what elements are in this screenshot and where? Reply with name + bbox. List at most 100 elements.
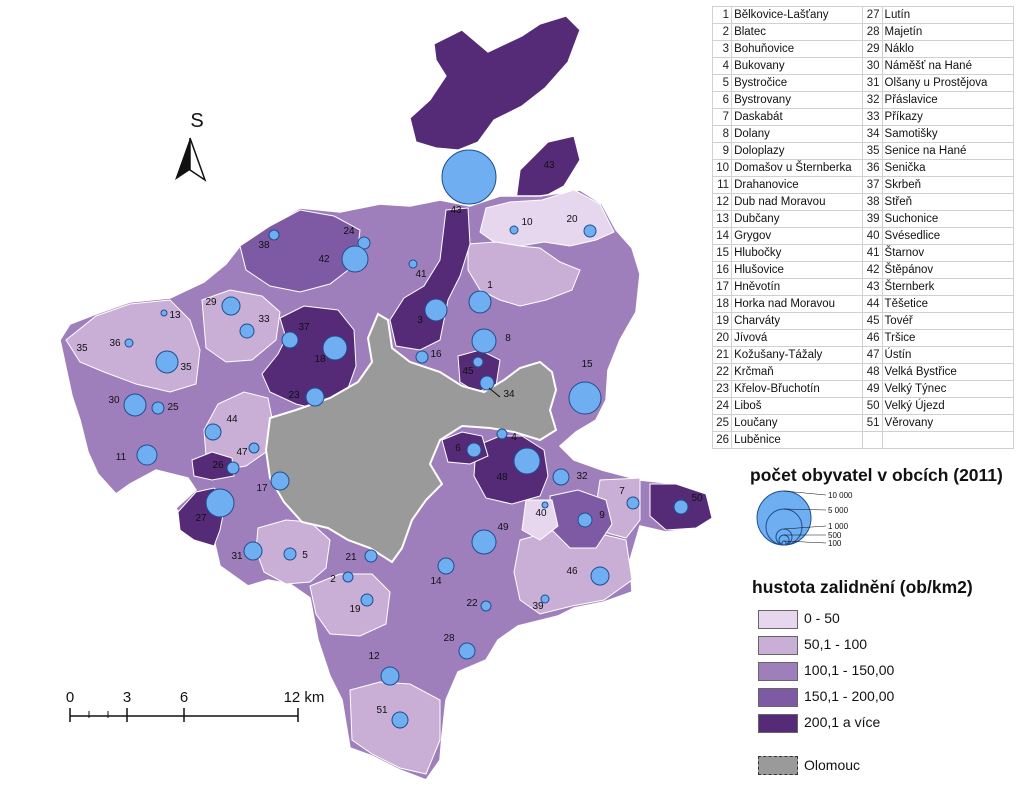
municipality-name: Olšany u Prostějova — [881, 74, 1015, 92]
pop-circle-32 — [552, 468, 570, 486]
municipality-name: Charváty — [731, 312, 864, 330]
map-label-19: 19 — [349, 604, 361, 615]
municipality-number: 11 — [711, 176, 733, 194]
municipality-number: 23 — [711, 380, 733, 398]
table-row: 11 Drahanovice 37 Skrbeň — [711, 176, 1015, 194]
pop-circle-10 — [509, 225, 519, 235]
scale-label-0: 0 — [66, 689, 74, 706]
map-label-17: 17 — [256, 483, 268, 494]
municipality-name: Šternberk — [881, 278, 1015, 296]
map-label-26: 26 — [212, 460, 224, 471]
label-leader-34 — [488, 387, 501, 398]
pop-circle-49 — [471, 529, 497, 555]
municipality-name: Blatec — [731, 23, 864, 41]
municipality-name: Suchonice — [881, 210, 1015, 228]
map-label-14: 14 — [430, 576, 442, 587]
municipality-number: 3 — [711, 40, 733, 58]
municipality-name: Dubčany — [731, 210, 864, 228]
municipality-name: Svésedlice — [881, 227, 1015, 245]
pop-circle-27 — [205, 488, 235, 518]
municipality-number: 18 — [711, 295, 733, 313]
size-label-1000: 1 000 — [828, 522, 849, 531]
map-label-47: 47 — [236, 447, 248, 458]
table-row: 2 Blatec 28 Majetín — [711, 23, 1015, 41]
municipality-number: 43 — [862, 278, 883, 296]
pop-circle-4 — [496, 428, 508, 440]
size-label-5000: 5 000 — [828, 506, 849, 515]
municipality-number: 47 — [862, 346, 883, 364]
pop-circle-29 — [221, 296, 241, 316]
map-label-9: 9 — [599, 510, 605, 521]
municipality-table: 1 Bělkovice-Lašťany 27 Lutín 2 Blatec 28 Majetí… — [711, 6, 1015, 449]
map-label-36: 36 — [109, 338, 121, 349]
scale-label-6: 6 — [180, 689, 188, 706]
map-label-28: 28 — [443, 633, 455, 644]
municipality-name: Loučany — [731, 414, 864, 432]
municipality-number: 5 — [711, 74, 733, 92]
municipality-number: 15 — [711, 244, 733, 262]
municipality-number: 46 — [862, 329, 883, 347]
region-dark-26 — [191, 451, 235, 481]
map-label-42: 42 — [318, 254, 330, 265]
table-row: 19 Charváty 45 Tovéř — [711, 312, 1015, 330]
municipality-name: Tršice — [881, 329, 1015, 347]
table-row: 17 Hněvotín 43 Šternberk — [711, 278, 1015, 296]
municipality-number: 21 — [711, 346, 733, 364]
municipality-name: Lutín — [881, 6, 1015, 24]
municipality-name: Majetín — [881, 23, 1015, 41]
pop-circle-26 — [226, 461, 240, 475]
map-label-24: 24 — [343, 226, 355, 237]
table-row: 24 Liboš 50 Velký Újezd — [711, 397, 1015, 415]
municipality-name: Samotišky — [881, 125, 1015, 143]
pop-circle-15 — [568, 381, 602, 415]
olomouc-area — [264, 312, 558, 564]
pop-circle-25 — [151, 401, 165, 415]
density-swatch-3 — [758, 662, 798, 681]
municipality-number: 13 — [711, 210, 733, 228]
pop-circle-19 — [360, 593, 374, 607]
municipality-name: Velká Bystřice — [881, 363, 1015, 381]
table-row: 18 Horka nad Moravou 44 Těšetice — [711, 295, 1015, 313]
municipality-name: Daskabát — [731, 108, 864, 126]
municipality-name: Dub nad Moravou — [731, 193, 864, 211]
region-west-2 — [201, 289, 281, 363]
municipality-name: Dolany — [731, 125, 864, 143]
map-label-51: 51 — [376, 705, 388, 716]
scale-label-12km: 12 km — [284, 689, 325, 706]
north-arrow-label: S — [190, 110, 203, 132]
map-label-32: 32 — [576, 471, 588, 482]
map-label-10: 10 — [521, 217, 533, 228]
table-row: 9 Doloplazy 35 Senice na Hané — [711, 142, 1015, 160]
municipality-number: 35 — [862, 142, 883, 160]
map-label-27: 27 — [195, 513, 207, 524]
population-size-ticks — [783, 490, 827, 544]
municipality-number: 33 — [862, 108, 883, 126]
density-label-3: 100,1 - 150,00 — [804, 662, 895, 678]
municipality-name: Bystročice — [731, 74, 864, 92]
population-size-legend — [756, 490, 812, 546]
table-row: 20 Jívová 46 Tršice — [711, 329, 1015, 347]
municipality-name: Příkazy — [881, 108, 1015, 126]
pop-circle-6 — [466, 442, 482, 458]
municipality-number: 9 — [711, 142, 733, 160]
municipality-number: 1 — [711, 6, 733, 24]
municipality-name: Bukovany — [731, 57, 864, 75]
map-label-25: 25 — [167, 402, 179, 413]
map-label-41: 41 — [415, 269, 427, 280]
pop-circle-48 — [513, 447, 541, 475]
pop-circle-9 — [577, 512, 593, 528]
table-row: 23 Křelov-Břuchotín 49 Velký Týnec — [711, 380, 1015, 398]
pop-circle-43 — [441, 149, 497, 205]
table-row: 8 Dolany 34 Samotišky — [711, 125, 1015, 143]
municipality-number: 26 — [711, 431, 733, 449]
density-label-2: 50,1 - 100 — [804, 636, 868, 652]
municipality-name: Drahanovice — [731, 176, 864, 194]
density-label-1: 0 - 50 — [804, 610, 840, 626]
pop-circle-44 — [204, 423, 222, 441]
map-label-4: 4 — [511, 432, 517, 443]
scale-bar: 0 3 6 12 km — [66, 689, 325, 722]
map-label-35: 35 — [76, 343, 88, 354]
pop-circle-7 — [626, 496, 640, 510]
table-row: 21 Kožušany-Tážaly 47 Ústín — [711, 346, 1015, 364]
